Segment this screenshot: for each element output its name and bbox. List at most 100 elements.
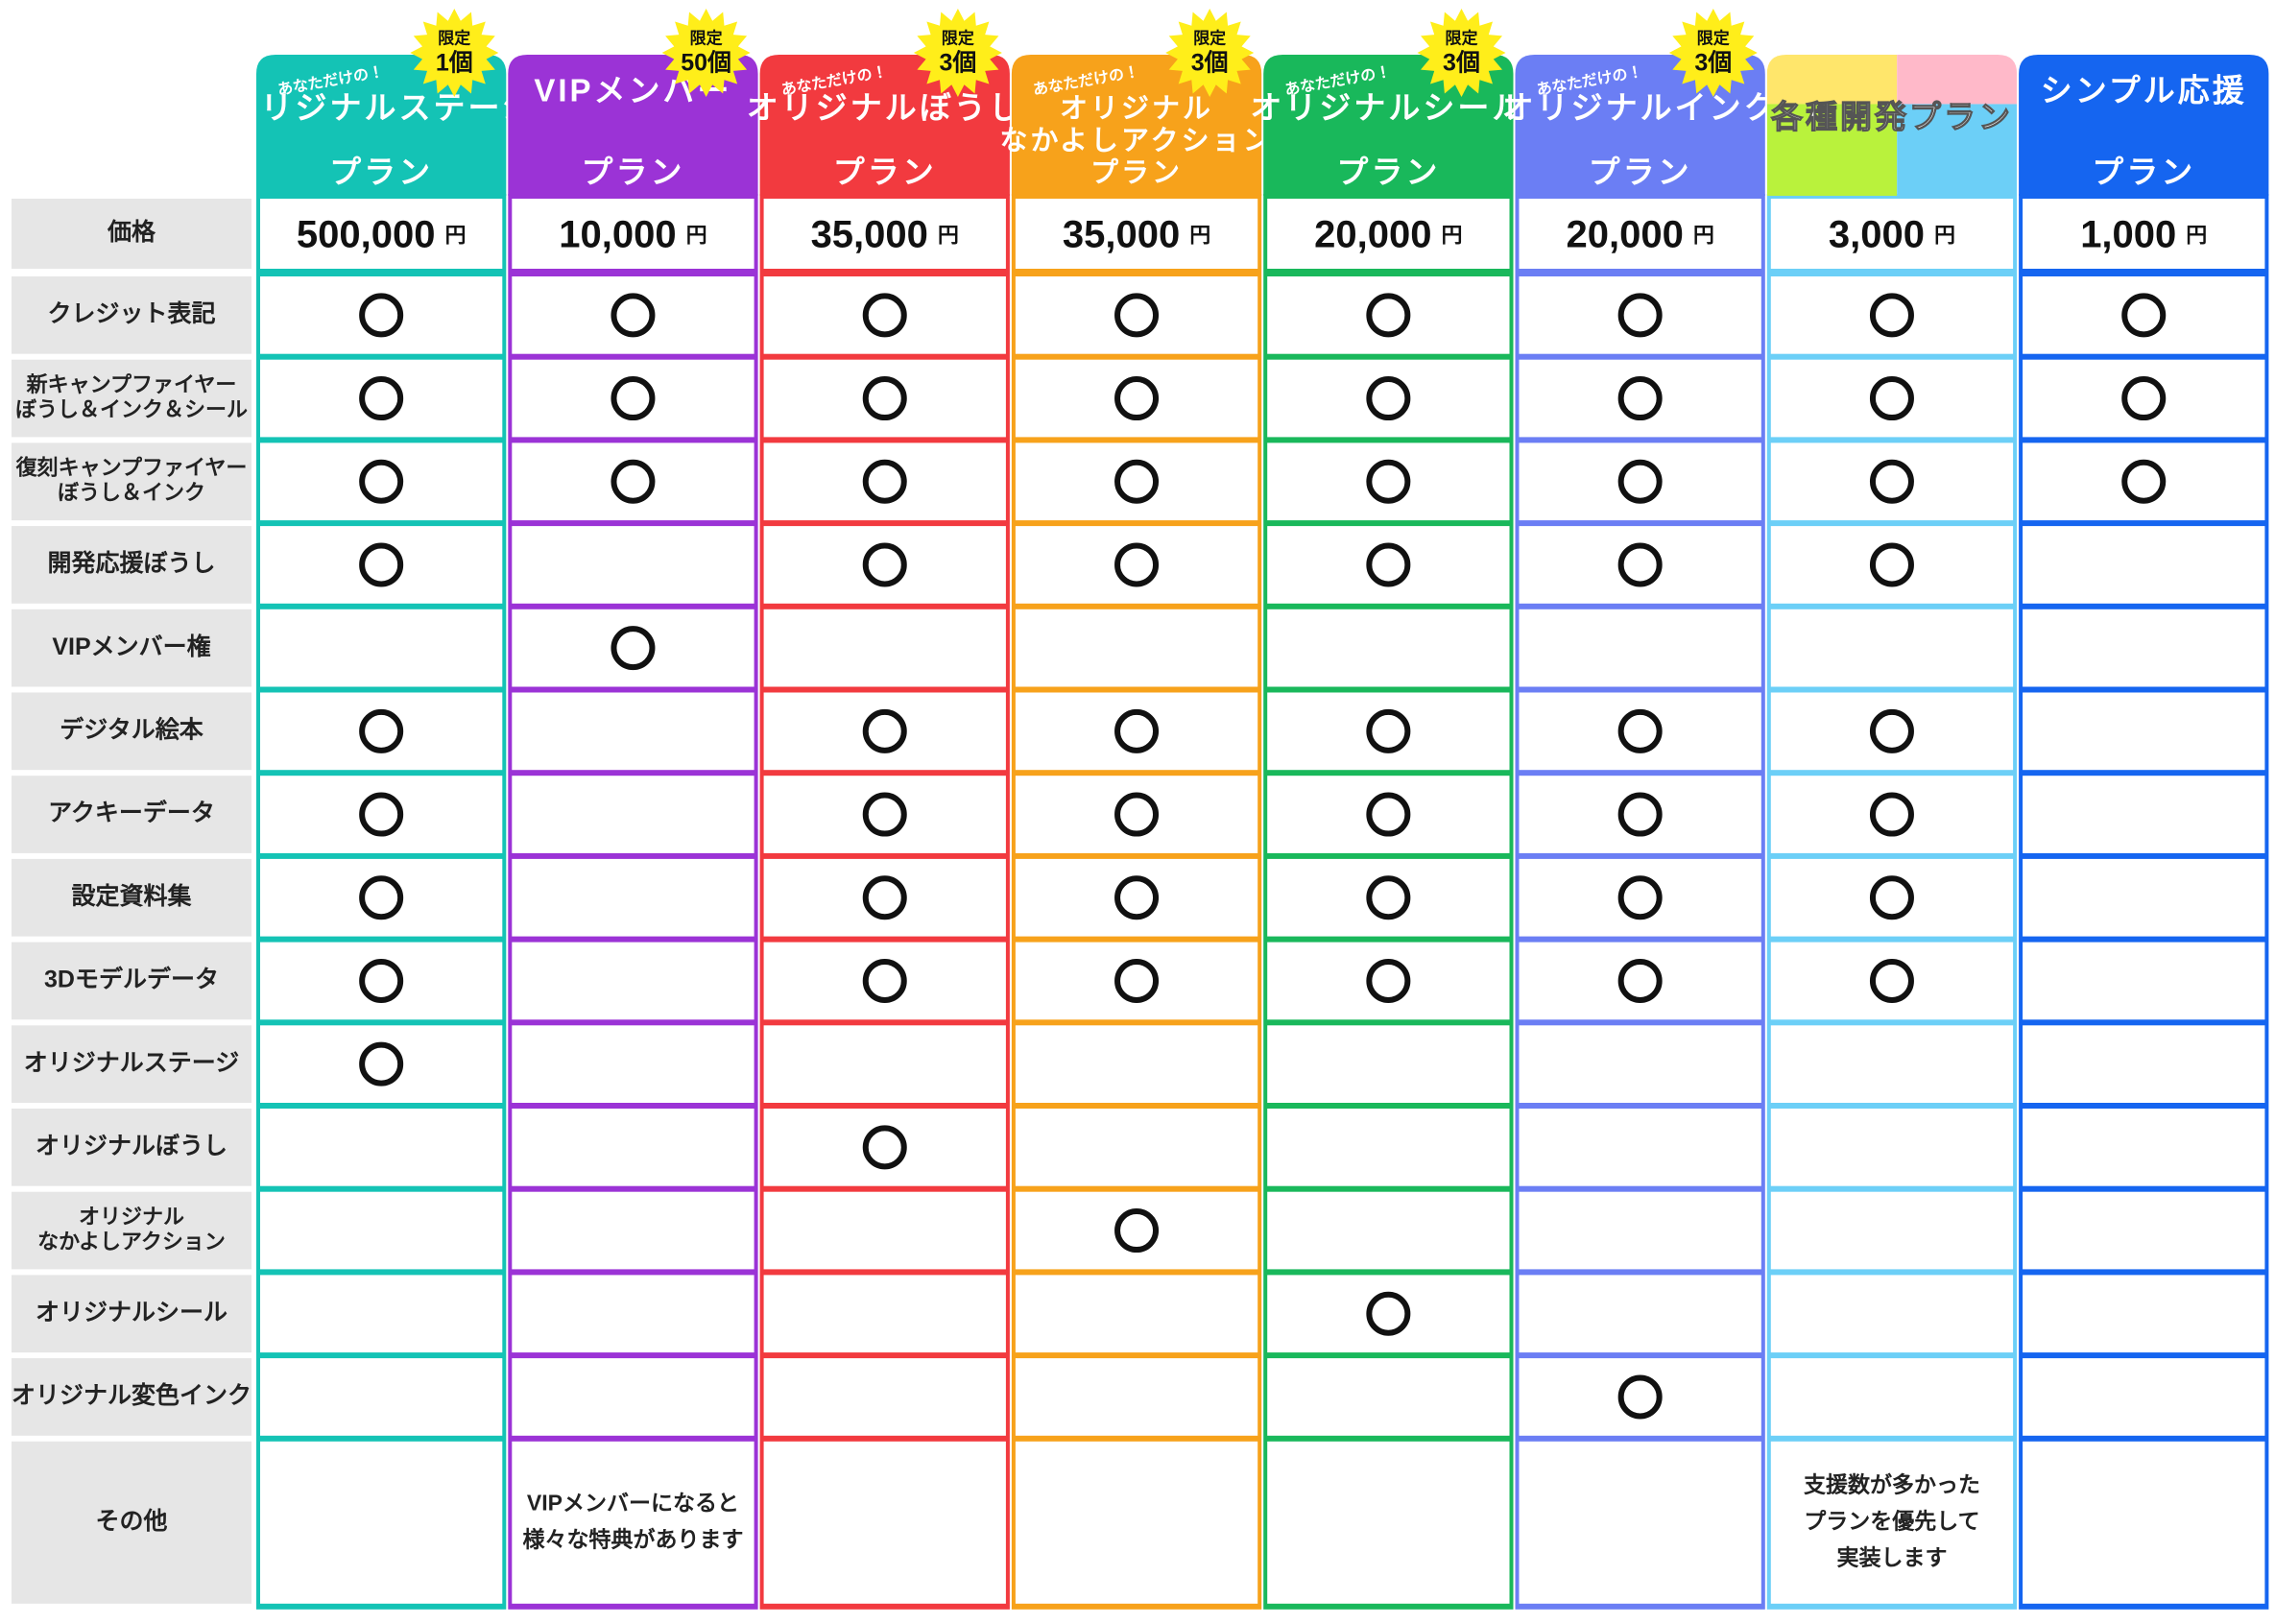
included-mark bbox=[1366, 293, 1411, 338]
included-mark bbox=[359, 875, 404, 920]
included-mark bbox=[611, 376, 656, 421]
cell bbox=[763, 1358, 1006, 1436]
label-cell bbox=[12, 1441, 251, 1604]
cell bbox=[763, 1109, 1006, 1186]
plan-name: プラン bbox=[2092, 155, 2195, 190]
cell bbox=[512, 1441, 754, 1604]
cell bbox=[2023, 199, 2265, 269]
included-mark bbox=[611, 293, 656, 338]
cell bbox=[1267, 776, 1510, 853]
cell bbox=[512, 776, 754, 853]
row-label: デジタル絵本 bbox=[60, 715, 204, 743]
cell bbox=[2023, 442, 2265, 521]
price: 35,000 円 bbox=[811, 213, 959, 255]
badge bbox=[913, 9, 1002, 97]
plan-name: オリジナル bbox=[1060, 94, 1213, 125]
included-mark bbox=[1617, 708, 1663, 753]
label-cell bbox=[12, 1025, 251, 1103]
row-label: アクキーデータ bbox=[48, 799, 215, 826]
label-cell bbox=[12, 858, 251, 937]
note: 支援数が多かった bbox=[1804, 1471, 1980, 1496]
cell bbox=[260, 442, 503, 521]
label-cell bbox=[12, 199, 251, 269]
row-label: 設定資料集 bbox=[71, 882, 192, 910]
included-mark bbox=[1114, 1208, 1160, 1254]
cell bbox=[512, 692, 754, 771]
cell bbox=[1015, 942, 1258, 1020]
plan-name: プラン bbox=[329, 155, 433, 190]
included-mark bbox=[1366, 792, 1411, 837]
cell bbox=[1267, 526, 1510, 604]
included-mark bbox=[359, 459, 404, 504]
included-mark bbox=[862, 542, 907, 587]
cell bbox=[260, 776, 503, 853]
cell bbox=[1770, 442, 2014, 521]
header-bg bbox=[1263, 55, 1514, 196]
label-cell bbox=[12, 1109, 251, 1186]
plan-name: シンプル応援 bbox=[2041, 73, 2247, 108]
price: 500,000 円 bbox=[297, 213, 467, 255]
header-bg bbox=[1515, 55, 1765, 196]
label-cell bbox=[12, 1358, 251, 1436]
cell bbox=[763, 1025, 1006, 1103]
price: 1,000 円 bbox=[2080, 213, 2207, 255]
plan-name: なかよしアクション bbox=[999, 125, 1273, 156]
header-quad bbox=[1897, 104, 2018, 196]
cell bbox=[1267, 1025, 1510, 1103]
cell bbox=[1519, 276, 1761, 354]
cell bbox=[2023, 1441, 2265, 1604]
header-bg bbox=[1011, 55, 1262, 196]
header-bg bbox=[256, 55, 507, 196]
cell bbox=[1770, 199, 2014, 269]
cell bbox=[763, 359, 1006, 438]
cell bbox=[763, 776, 1006, 853]
cell bbox=[1770, 359, 2014, 438]
cell bbox=[512, 1191, 754, 1270]
included-mark bbox=[1869, 459, 1914, 504]
badge bbox=[1668, 9, 1758, 97]
badge bbox=[1165, 9, 1255, 97]
label-cell bbox=[12, 1191, 251, 1270]
included-mark bbox=[1617, 875, 1663, 920]
cell bbox=[2023, 1109, 2265, 1186]
included-mark bbox=[862, 958, 907, 1003]
cell bbox=[1770, 776, 2014, 853]
label-cell bbox=[12, 276, 251, 354]
cell bbox=[260, 1191, 503, 1270]
price-unit: 円 bbox=[1442, 223, 1463, 247]
plan-name: オリジナルインク bbox=[1502, 90, 1779, 126]
cell bbox=[1770, 1441, 2014, 1604]
plan-name: 各種開発プラン bbox=[1770, 99, 2013, 134]
price-unit: 円 bbox=[2186, 223, 2207, 247]
cell bbox=[1770, 526, 2014, 604]
price-unit: 円 bbox=[938, 223, 959, 247]
label-cell bbox=[12, 609, 251, 687]
cell bbox=[1267, 276, 1510, 354]
badge-label: 限定 bbox=[690, 28, 723, 47]
cell bbox=[260, 1025, 503, 1103]
cell bbox=[2023, 692, 2265, 771]
cell bbox=[260, 858, 503, 937]
included-mark bbox=[1869, 542, 1914, 587]
header-quad bbox=[1766, 104, 1898, 196]
row-label: ぼうし＆インク＆シール bbox=[15, 397, 248, 421]
cell bbox=[1267, 359, 1510, 438]
plan-name: プラン bbox=[833, 155, 937, 190]
cell bbox=[1015, 1275, 1258, 1353]
cell bbox=[512, 1275, 754, 1353]
cell bbox=[1770, 858, 2014, 937]
badge-count: 3個 bbox=[1191, 50, 1229, 77]
cell bbox=[1015, 199, 1258, 269]
note: 実装します bbox=[1836, 1544, 1947, 1569]
cell bbox=[2023, 276, 2265, 354]
price-unit: 円 bbox=[444, 223, 466, 247]
cell bbox=[260, 359, 503, 438]
row-label: オリジナル bbox=[79, 1205, 184, 1229]
cell bbox=[512, 359, 754, 438]
header-quad bbox=[1897, 55, 2018, 105]
cell bbox=[512, 858, 754, 937]
row-label: VIPメンバー権 bbox=[52, 633, 210, 660]
cell bbox=[1015, 276, 1258, 354]
included-mark bbox=[1114, 293, 1160, 338]
price-value: 35,000 bbox=[1063, 213, 1180, 255]
